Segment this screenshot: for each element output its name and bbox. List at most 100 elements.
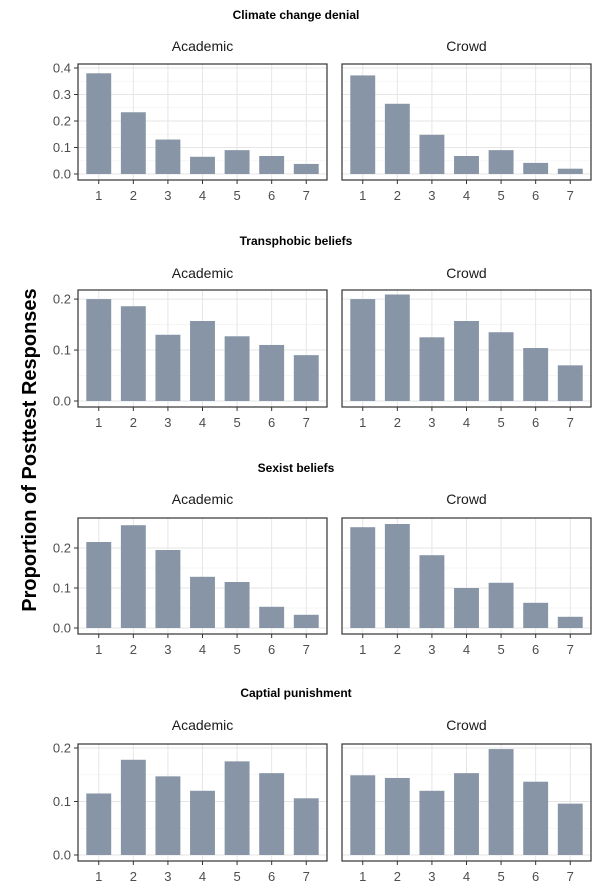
bar (155, 776, 181, 855)
bar (293, 163, 319, 174)
x-tick-label: 4 (463, 869, 470, 884)
bar (384, 777, 410, 855)
x-tick-label: 5 (497, 869, 504, 884)
section-title: Captial punishment (240, 686, 351, 700)
y-tick-label: 0.0 (53, 394, 71, 409)
bar (557, 168, 583, 174)
facet-label: Crowd (446, 717, 486, 733)
y-tick-label: 0.2 (53, 292, 71, 307)
bar (120, 759, 146, 855)
bar (86, 73, 112, 174)
facet-label: Academic (172, 38, 233, 54)
facet-panel: Academic 1 2 3 4 5 6 7 0.0 0.1 0.2 (53, 265, 328, 430)
facet-label: Crowd (446, 491, 486, 507)
bar (190, 576, 215, 628)
x-tick-label: 6 (268, 869, 275, 884)
facet-panel: Crowd 1 2 3 4 5 6 7 (341, 38, 592, 203)
x-tick-label: 5 (233, 188, 240, 203)
x-tick-label: 4 (463, 188, 470, 203)
x-tick-label: 2 (130, 642, 137, 657)
bar (419, 337, 445, 401)
chart-section: Captial punishment Academic 1 2 3 4 5 6 7 0.0 0.1 0… (53, 686, 592, 884)
bar (120, 525, 146, 628)
x-tick-label: 1 (95, 642, 102, 657)
x-tick-label: 3 (428, 415, 435, 430)
x-tick-label: 1 (359, 415, 366, 430)
x-tick-label: 4 (199, 415, 206, 430)
bar (350, 775, 376, 855)
y-tick-label: 0.0 (53, 621, 71, 636)
facet-label: Academic (172, 717, 233, 733)
x-tick-label: 6 (532, 188, 539, 203)
x-tick-label: 3 (164, 869, 171, 884)
bar (419, 790, 445, 855)
bar (523, 162, 549, 174)
y-tick-label: 0.4 (53, 61, 71, 76)
bar (86, 793, 112, 855)
bar (120, 306, 146, 401)
x-tick-label: 3 (164, 415, 171, 430)
bar (224, 761, 250, 855)
y-tick-label: 0.1 (53, 794, 71, 809)
bar (557, 365, 583, 401)
y-tick-label: 0.2 (53, 114, 71, 129)
bar (419, 134, 445, 174)
x-tick-label: 1 (95, 415, 102, 430)
bar (155, 334, 181, 401)
facet-label: Academic (172, 491, 233, 507)
bar (419, 555, 445, 628)
bar (488, 582, 514, 628)
bar (155, 139, 181, 174)
bar (190, 790, 215, 855)
x-tick-label: 4 (199, 869, 206, 884)
x-tick-label: 7 (303, 415, 310, 430)
bar (86, 299, 112, 401)
facet-panel: Crowd 1 2 3 4 5 6 7 (341, 717, 592, 884)
y-tick-label: 0.1 (53, 140, 71, 155)
x-tick-label: 5 (233, 869, 240, 884)
x-tick-label: 7 (567, 642, 574, 657)
chart-section: Transphobic beliefs Academic 1 2 3 4 5 6 7 0.0 0.1… (53, 234, 592, 430)
facet-panel: Academic 1 2 3 4 5 6 7 0.0 0.1 0.2 (53, 491, 328, 657)
bar (120, 112, 146, 174)
x-tick-label: 5 (233, 415, 240, 430)
x-tick-label: 2 (394, 869, 401, 884)
x-tick-label: 6 (268, 642, 275, 657)
bar (224, 582, 250, 628)
x-tick-label: 2 (394, 642, 401, 657)
bar (454, 773, 479, 855)
x-tick-label: 6 (268, 188, 275, 203)
x-tick-label: 4 (199, 642, 206, 657)
x-tick-label: 3 (428, 869, 435, 884)
bar (523, 348, 549, 401)
x-tick-label: 6 (268, 415, 275, 430)
x-tick-label: 7 (567, 188, 574, 203)
bar (190, 156, 215, 174)
bar (557, 803, 583, 855)
bar (155, 550, 181, 628)
y-tick-label: 0.3 (53, 87, 71, 102)
x-tick-label: 7 (303, 642, 310, 657)
bar (350, 527, 376, 628)
x-tick-label: 1 (95, 188, 102, 203)
x-tick-label: 7 (303, 188, 310, 203)
section-title: Transphobic beliefs (240, 234, 353, 248)
bar (454, 588, 479, 628)
bar (557, 616, 583, 628)
x-tick-label: 7 (567, 415, 574, 430)
x-tick-label: 2 (130, 869, 137, 884)
x-tick-label: 6 (532, 415, 539, 430)
x-tick-label: 3 (164, 642, 171, 657)
x-tick-label: 4 (463, 642, 470, 657)
chart-section: Sexist beliefs Academic 1 2 3 4 5 6 7 0.0 0.1 0.2 Cr… (53, 461, 592, 657)
bar (293, 614, 319, 628)
bar (523, 602, 549, 628)
x-tick-label: 2 (394, 415, 401, 430)
y-tick-label: 0.2 (53, 741, 71, 756)
x-tick-label: 7 (303, 869, 310, 884)
x-tick-label: 1 (359, 642, 366, 657)
x-tick-label: 1 (359, 188, 366, 203)
section-title: Climate change denial (233, 8, 360, 22)
y-tick-label: 0.1 (53, 581, 71, 596)
chart-section: Climate change denial Academic 1 2 3 4 5 6 7 0.0 0… (53, 8, 592, 203)
